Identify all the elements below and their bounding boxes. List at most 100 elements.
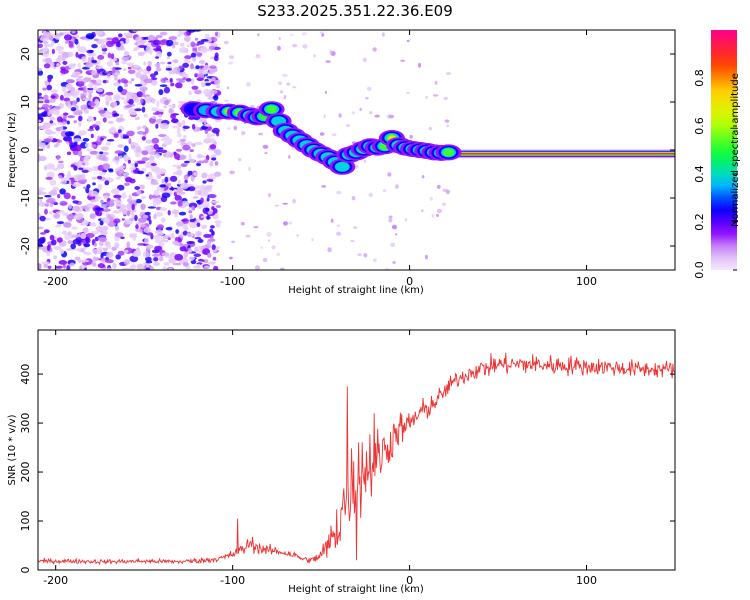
noise-speck [164, 151, 172, 158]
noise-speck [369, 111, 373, 115]
noise-speck [331, 133, 337, 137]
noise-speck [96, 210, 103, 217]
noise-speck [159, 84, 168, 87]
noise-speck [139, 184, 145, 190]
noise-speck [114, 242, 120, 249]
noise-speck [117, 129, 122, 134]
noise-speck [201, 172, 208, 179]
noise-speck [137, 160, 146, 164]
noise-speck [82, 219, 89, 226]
noise-speck [292, 198, 296, 204]
noise-speck [196, 52, 202, 58]
noise-speck [214, 161, 219, 166]
noise-speck [126, 241, 130, 248]
noise-speck [103, 195, 109, 199]
noise-speck [67, 170, 71, 176]
noise-speck [62, 112, 69, 116]
noise-speck [38, 48, 47, 54]
noise-speck [85, 33, 95, 40]
noise-speck [186, 232, 194, 238]
noise-speck [143, 78, 153, 84]
noise-speck [395, 233, 398, 236]
noise-speck [208, 194, 217, 199]
noise-speck [446, 72, 451, 76]
noise-speck [168, 36, 178, 40]
noise-speck [93, 82, 102, 86]
noise-speck [283, 221, 288, 226]
noise-speck [85, 62, 93, 68]
steady-tone-band [453, 153, 675, 155]
noise-speck [72, 200, 79, 204]
noise-speck [195, 65, 200, 70]
noise-speck [123, 136, 130, 139]
noise-speck [98, 236, 107, 243]
noise-speck [152, 253, 161, 257]
noise-speck [44, 45, 48, 52]
noise-speck [280, 267, 285, 270]
noise-speck [213, 265, 219, 270]
noise-speck [436, 184, 441, 189]
noise-speck [197, 40, 205, 45]
noise-speck [90, 199, 97, 203]
noise-speck [278, 81, 283, 85]
noise-speck [123, 259, 130, 265]
noise-speck [209, 160, 214, 167]
noise-speck [443, 96, 448, 100]
noise-speck [51, 239, 57, 246]
noise-speck [214, 31, 219, 37]
noise-speck [99, 171, 107, 176]
noise-speck [106, 139, 115, 142]
noise-speck [283, 95, 287, 100]
noise-speck [116, 176, 122, 180]
noise-speck [151, 77, 158, 81]
noise-speck [169, 175, 178, 182]
noise-speck [245, 234, 251, 238]
noise-speck [127, 159, 131, 164]
noise-speck [83, 186, 87, 190]
noise-speck [46, 143, 50, 149]
noise-speck [190, 41, 196, 48]
noise-speck [138, 45, 147, 48]
noise-speck [135, 222, 141, 225]
noise-speck [292, 86, 297, 89]
noise-speck [144, 96, 153, 102]
noise-speck [38, 113, 47, 117]
noise-speck [172, 262, 182, 266]
noise-speck [129, 166, 136, 171]
noise-speck [85, 236, 89, 244]
noise-speck [95, 120, 102, 126]
noise-speck [56, 116, 63, 123]
noise-speck [124, 105, 133, 108]
noise-speck [104, 217, 110, 224]
noise-speck [61, 230, 67, 235]
noise-speck [38, 43, 44, 48]
noise-speck [45, 176, 53, 180]
noise-speck [44, 129, 53, 135]
noise-speck [184, 55, 192, 60]
noise-speck [139, 211, 145, 215]
noise-speck [56, 221, 65, 225]
noise-speck [257, 33, 260, 37]
noise-speck [68, 41, 74, 48]
noise-speck [179, 138, 187, 142]
colorbar-ticks: 0.0 0.2 0.4 0.6 0.8 [693, 69, 737, 279]
noise-speck [88, 101, 97, 107]
spectrogram-y-axis-label: Frequency (Hz) [7, 112, 18, 188]
noise-speck [89, 150, 98, 155]
noise-speck [44, 203, 50, 207]
noise-speck [196, 205, 203, 209]
colorbar-tick-label: 0.6 [693, 117, 706, 135]
noise-speck [116, 184, 125, 191]
noise-speck [104, 180, 110, 186]
noise-speck [168, 257, 177, 264]
noise-speck [155, 123, 159, 129]
noise-speck [319, 132, 325, 136]
noise-speck [43, 99, 51, 104]
noise-speck [97, 263, 105, 269]
noise-speck [145, 267, 150, 270]
noise-speck [160, 217, 166, 223]
figure-title: S233.2025.351.22.36.E09 [257, 2, 453, 20]
noise-speck [56, 237, 63, 243]
noise-speck [124, 83, 128, 88]
noise-speck [176, 127, 181, 135]
